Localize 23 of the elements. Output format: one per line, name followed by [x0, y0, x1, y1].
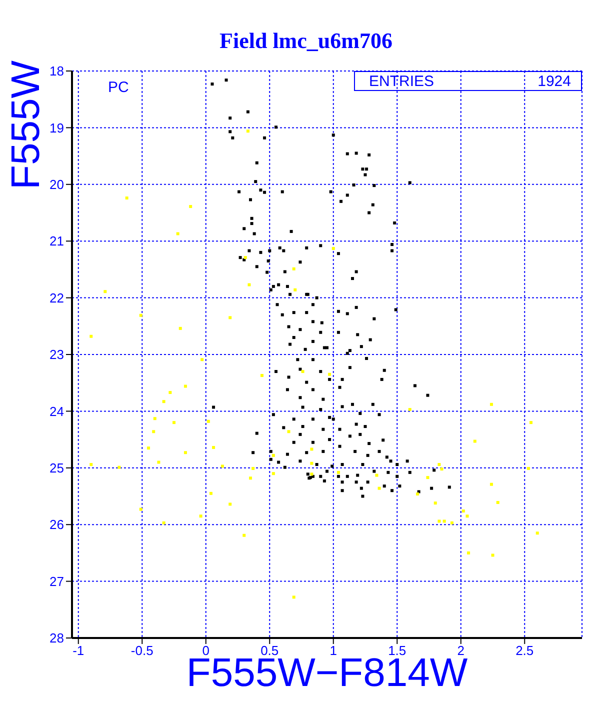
- x-tick-label: 2.5: [516, 643, 534, 658]
- annotation: PC: [108, 79, 129, 96]
- x-tick-label: -0.5: [130, 643, 154, 658]
- y-tick-label: 27: [50, 574, 64, 589]
- y-tick-label: 19: [50, 120, 64, 136]
- annotation: 1924: [538, 72, 571, 90]
- y-tick-label: 18: [50, 64, 64, 79]
- x-tick-label: 0.5: [260, 643, 279, 658]
- x-tick-label: -1: [72, 643, 84, 658]
- y-tick-label: 20: [50, 177, 64, 192]
- y-tick-label: 26: [50, 517, 64, 532]
- x-tick-label: 1: [330, 643, 337, 658]
- y-axis-title: F555W: [4, 60, 48, 192]
- annotation: ENTRIES: [369, 72, 434, 90]
- chart-title: Field lmc_u6m706: [218, 28, 394, 54]
- y-tick-label: 22: [50, 290, 64, 306]
- x-tick-label: 1.5: [388, 643, 406, 658]
- y-tick-label: 28: [50, 630, 64, 646]
- x-tick-label: 2: [457, 643, 464, 658]
- y-tick-label: 24: [50, 404, 64, 419]
- y-tick-label: 25: [50, 460, 64, 476]
- y-tick-label: 21: [50, 234, 64, 249]
- y-tick-label: 23: [50, 347, 64, 362]
